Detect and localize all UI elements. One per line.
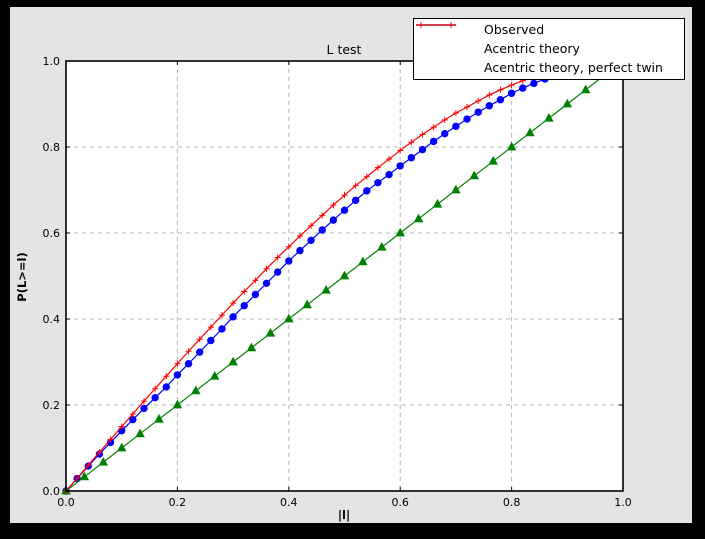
legend-item: Acentric theory, perfect twin [414,22,684,78]
legend-sample-svg [416,22,456,28]
y-tick-label: 0.4 [43,313,61,326]
data-point-circle [452,122,460,131]
data-point-triangle [191,385,201,395]
data-point-circle [296,246,304,255]
data-point-circle [507,89,516,97]
data-point-circle [195,348,204,356]
data-point-triangle [506,141,517,151]
data-point-circle [340,206,349,214]
plot-canvas: 0.0 0.2 0.4 0.6 0.8 1.0 0.0 0.2 0.4 0.6 0.8 1.0 L t… [15,42,632,522]
data-point-triangle [488,155,498,165]
data-point-triangle [377,241,387,251]
y-axis-label: P(L>=l) [15,252,29,301]
data-point-circle [218,325,226,333]
data-point-circle [251,290,260,299]
data-point-triangle [432,198,443,208]
y-tick-label: 0.0 [43,485,61,498]
axis-ticks [65,60,624,492]
data-point-circle [530,79,538,88]
data-point-circle [374,178,382,187]
data-point-triangle [413,213,424,223]
data-series [61,67,609,495]
data-point-triangle [580,84,591,94]
x-tick-label: 0.4 [280,496,298,509]
chart-title: L test [327,42,362,57]
data-point-triangle [544,112,554,122]
legend-label: Acentric theory [484,41,580,57]
data-point-circle [329,216,338,224]
x-tick-label: 0.6 [391,496,409,509]
data-point-circle [285,257,293,265]
data-point-circle [262,279,271,288]
data-point-circle [184,360,193,368]
data-point-triangle [246,342,257,352]
data-point-circle [496,96,505,104]
data-point-triangle [265,327,276,337]
x-axis-label: |l| [338,508,350,522]
y-tick-label: 0.6 [43,227,61,240]
data-point-circle [519,84,527,92]
y-tick-label: 1.0 [43,55,61,68]
data-point-circle [162,383,170,391]
data-point-triangle [79,471,90,481]
data-point-circle [173,371,182,379]
x-tick-label: 0.0 [57,496,75,509]
axis-tick-labels: 0.0 0.2 0.4 0.6 0.8 1.0 0.0 0.2 0.4 0.6 0.8 1.0 [43,55,632,509]
data-point-circle [140,404,148,413]
data-point-triangle [469,170,480,180]
data-point-triangle [228,356,238,366]
data-point-circle [363,187,371,195]
matplotlib-figure: 0.0 0.2 0.4 0.6 0.8 1.0 0.0 0.2 0.4 0.6 0.8 1.0 L t… [10,7,692,523]
data-point-triangle [116,442,127,452]
data-point-triangle [209,370,220,380]
data-point-triangle [302,299,312,309]
data-point-triangle [562,98,573,108]
data-point-triangle [358,256,368,266]
data-point-triangle [284,313,294,323]
legend: Observed Acentric theory Acentric theory, … [413,18,685,80]
x-tick-label: 1.0 [614,496,632,509]
data-point-circle [318,226,326,234]
grid-lines [66,61,623,491]
data-point-circle [463,115,471,123]
data-point-triangle [321,284,331,294]
y-tick-label: 0.8 [43,141,61,154]
data-point-circle [151,393,159,402]
data-point-triangle [135,428,145,438]
legend-item: Acentric theory [414,24,684,59]
data-point-circle [429,137,438,146]
data-point-circle [385,170,393,179]
data-point-triangle [525,127,535,137]
y-tick-label: 0.2 [43,399,61,412]
x-tick-label: 0.8 [503,496,521,509]
data-point-circle [240,301,248,310]
data-point-circle [485,102,494,110]
legend-label: Acentric theory, perfect twin [484,60,663,76]
data-point-circle [396,162,404,170]
data-point-circle [441,129,449,138]
axes-spines [65,60,624,492]
data-point-triangle [395,227,405,237]
data-point-triangle [154,413,164,423]
data-point-triangle [172,399,183,409]
data-point-circle [307,236,315,245]
data-point-triangle [98,456,109,466]
data-point-circle [418,145,427,154]
legend-label: Observed [484,22,545,38]
data-point-triangle [451,184,461,194]
data-point-triangle [339,270,350,280]
data-point-circle [407,154,416,162]
data-point-circle [229,313,237,321]
data-point-circle [273,268,282,276]
data-point-circle [474,108,482,116]
series-acentric-theory-perfect-twin [63,67,560,494]
x-tick-label: 0.2 [169,496,187,509]
data-point-circle [207,336,215,345]
data-point-circle [351,196,360,205]
